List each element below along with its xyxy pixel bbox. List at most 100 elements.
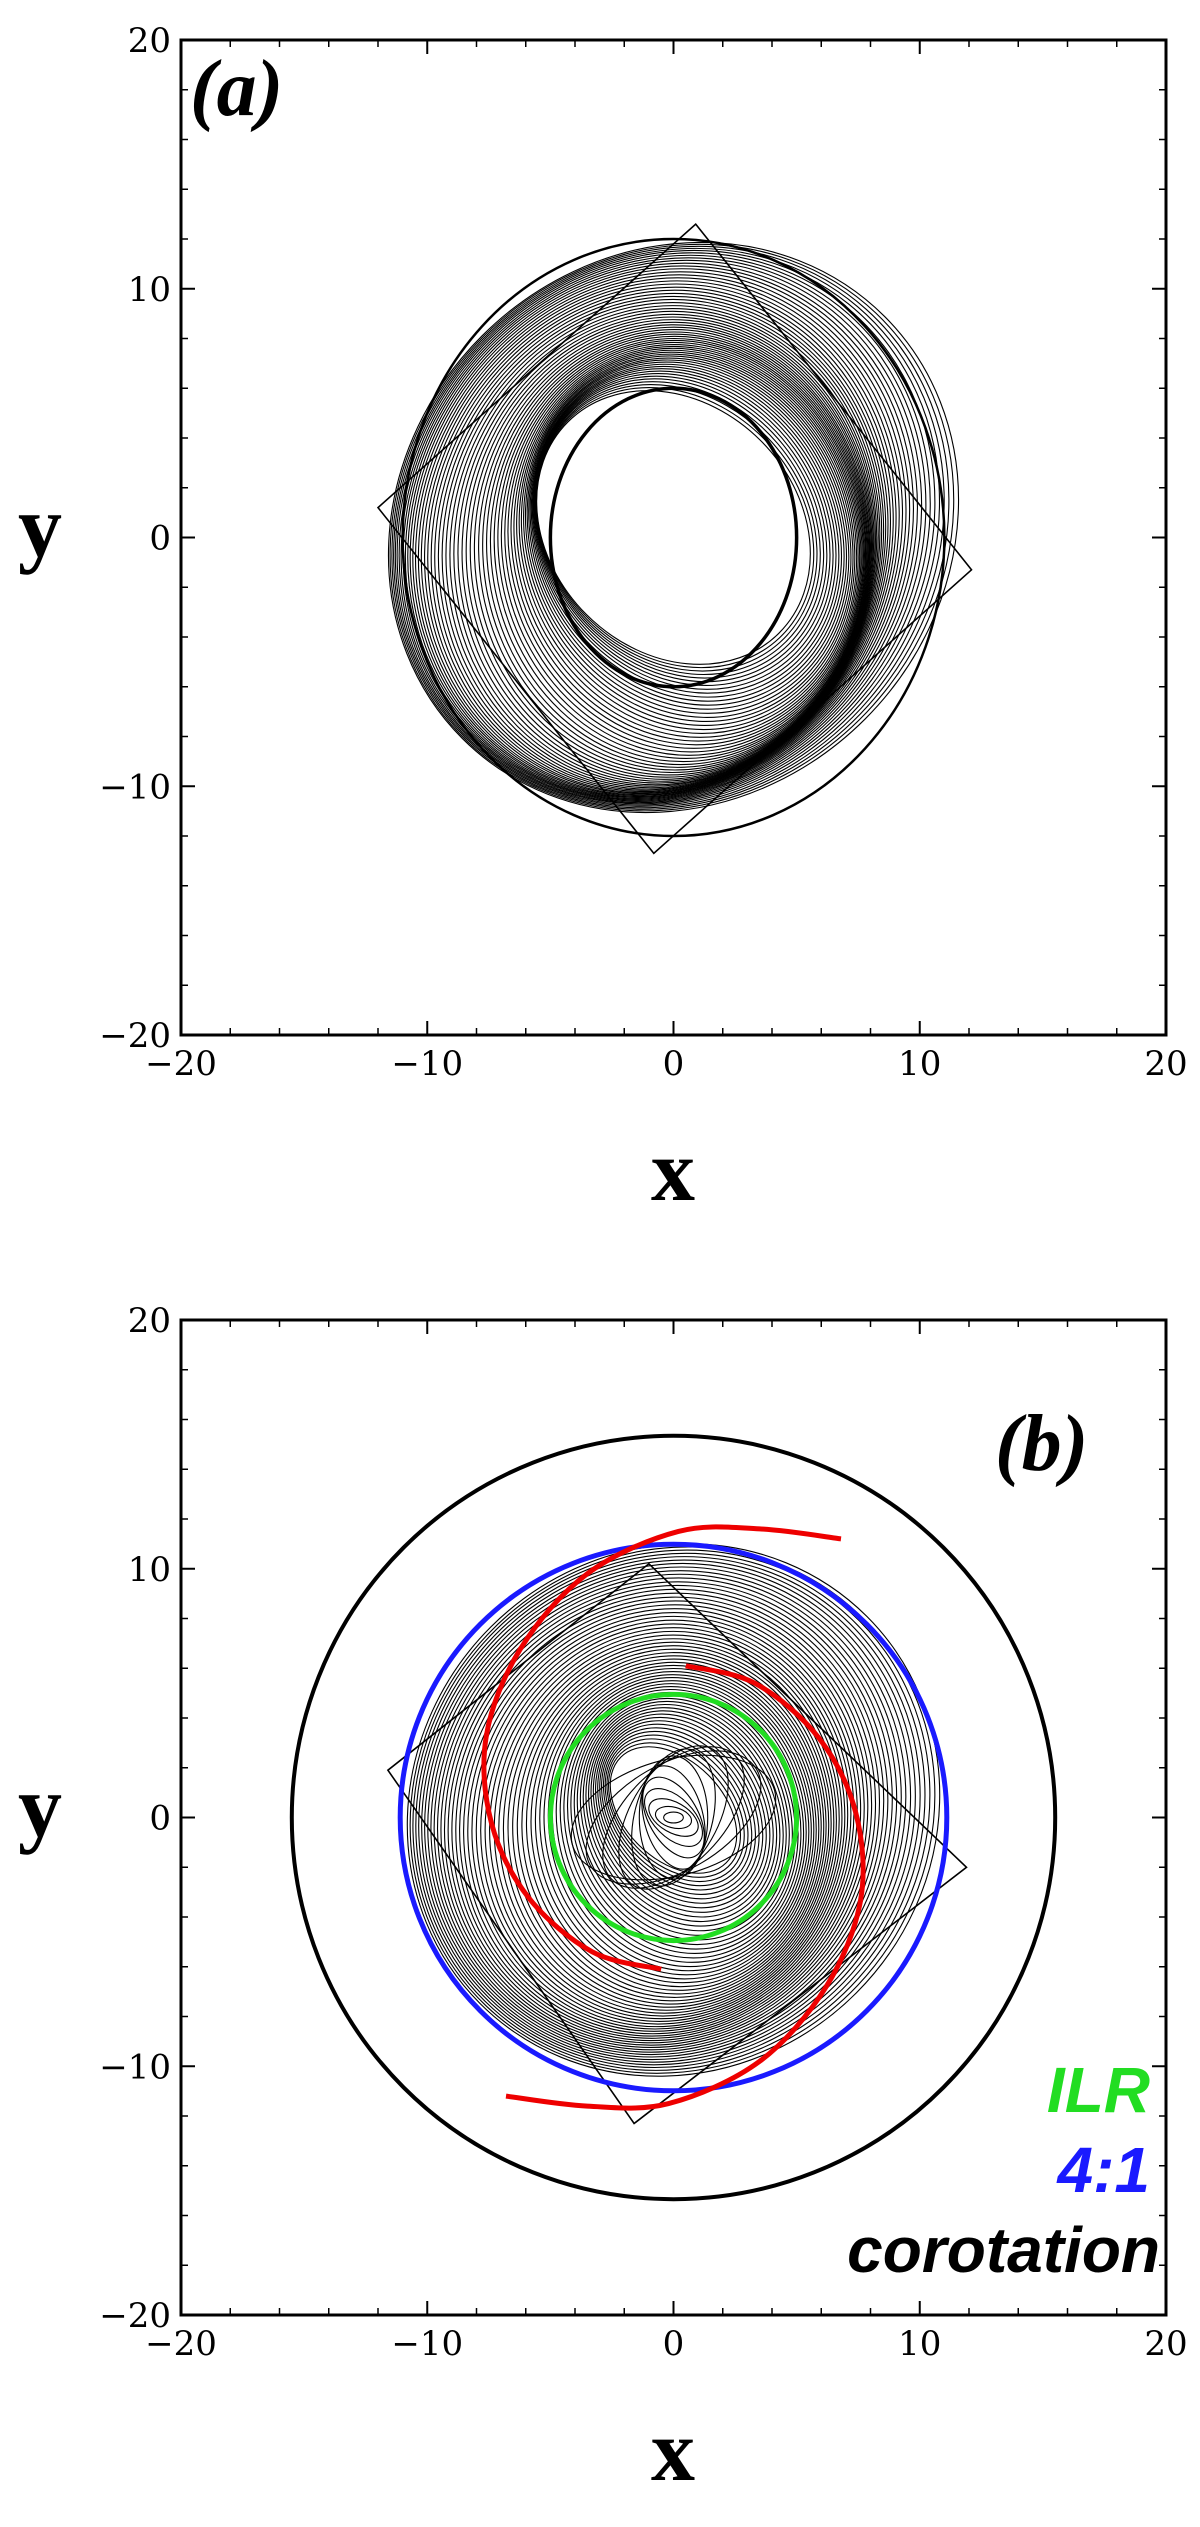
orbit-loop-b-2 (606, 1738, 745, 1883)
resonance-circle-corotation (289, 1433, 1058, 2202)
orbit-loop-b-1 (607, 1742, 742, 1878)
orbit-loop-a-3 (535, 381, 821, 676)
orbit-loop-a-46 (414, 274, 904, 798)
orbit-loop-a-12 (528, 359, 848, 710)
orbit-loop-a-13 (526, 357, 850, 714)
orbit-loop-a-27 (486, 329, 869, 766)
y-tick-label-a-3: 10 (128, 270, 171, 310)
panel-label-b: (b) (995, 1400, 1088, 1488)
orbit-loop-a-16 (520, 351, 856, 726)
orbit-loop-b-20 (559, 1680, 805, 1963)
orbit-loop-b-37 (484, 1623, 849, 2022)
orbit-loop-b-8 (595, 1716, 767, 1909)
orbit-loop-a-56 (393, 247, 945, 809)
legend-ilr: ILR (1047, 2054, 1150, 2126)
orbit-curves-a (376, 222, 973, 855)
x-tick-label-b-2: 0 (663, 2324, 685, 2364)
orbit-loop-b-24 (543, 1667, 815, 1980)
y-tick-label-b-2: 0 (149, 1799, 171, 1839)
x-tick-label-a-0: −20 (145, 1044, 217, 1084)
orbit-loop-a-14 (524, 355, 852, 718)
orbit-loop-b-28 (525, 1655, 825, 1995)
orbit-loop-a-17 (518, 349, 858, 731)
orbit-loop-b-34 (498, 1634, 840, 2014)
orbit-loop-b-30 (516, 1648, 830, 2002)
orbit-loop-a-39 (437, 295, 885, 790)
orbit-loop-b-31 (512, 1645, 832, 2005)
orbit-loop-b-49 (437, 1577, 893, 2051)
x-axis-label-b: x (651, 2403, 695, 2500)
y-tick-label-a-4: 20 (128, 21, 171, 61)
orbit-loop-b-45 (451, 1592, 877, 2042)
panel-label-a: (a) (190, 45, 283, 133)
orbit-loop-a-52 (400, 257, 927, 804)
orbit-loop-a-51 (402, 259, 923, 802)
orbit-loop-b-59 (406, 1543, 941, 2077)
y-axis-label-b: y (18, 1759, 62, 1856)
orbit-loop-a-0 (536, 390, 811, 665)
y-tick-label-b-1: −10 (99, 2047, 171, 2087)
orbit-loop-a-53 (398, 254, 931, 805)
orbit-loop-b-41 (467, 1608, 862, 2032)
orbit-loop-b-17 (570, 1688, 796, 1950)
orbit-loop-a-26 (489, 331, 868, 763)
orbit-loop-a-11 (529, 361, 845, 706)
orbit-loop-a-58 (389, 243, 955, 812)
x-tick-label-b-3: 10 (898, 2324, 941, 2364)
orbit-envelope-square-a (376, 222, 973, 855)
orbit-loop-b-42 (463, 1604, 865, 2035)
orbit-loop-b-21 (555, 1677, 807, 1968)
spiral-arm-1 (505, 1663, 866, 2111)
orbit-loop-b-44 (455, 1596, 873, 2039)
orbit-loop-a-31 (469, 319, 873, 776)
y-tick-label-b-4: 20 (128, 1301, 171, 1341)
orbit-loop-a-49 (407, 265, 914, 800)
center-loop-b-3 (644, 1788, 703, 1847)
orbit-loop-a-42 (427, 286, 892, 794)
orbit-loop-b-29 (521, 1652, 827, 1998)
orbit-loop-b-52 (427, 1566, 907, 2058)
orbit-loop-b-5 (600, 1727, 757, 1895)
orbit-loop-a-57 (391, 245, 950, 810)
orbit-loop-a-50 (404, 262, 918, 801)
center-loop-b-5 (641, 1765, 706, 1870)
orbit-loop-a-23 (500, 337, 865, 753)
center-loop-b-2 (648, 1798, 699, 1837)
orbit-loop-b-56 (415, 1552, 926, 2069)
tick-labels-b: −20 −10 0 10 20 −20 −10 0 10 20 (99, 1301, 1187, 2364)
orbit-loop-a-24 (497, 335, 867, 756)
orbit-loop-a-37 (445, 302, 881, 787)
spiral-arm-2 (481, 1524, 842, 1972)
center-loop-b-6 (638, 1755, 709, 1880)
legend-corotation: corotation (847, 2214, 1160, 2286)
center-loop-b-9 (602, 1746, 745, 1889)
orbit-loop-a-10 (530, 363, 843, 702)
orbit-loop-a-32 (465, 316, 874, 778)
orbit-loop-a-44 (420, 280, 897, 796)
center-loop-b-8 (618, 1745, 729, 1890)
x-axis-label-a: x (651, 1123, 695, 1220)
orbit-loop-b-0 (609, 1746, 738, 1874)
orbit-loop-b-3 (604, 1734, 749, 1887)
orbit-loop-b-51 (430, 1570, 902, 2056)
orbit-loop-a-25 (493, 333, 867, 759)
orbit-loop-b-33 (502, 1638, 837, 2011)
orbit-loop-b-36 (489, 1627, 846, 2020)
orbit-loop-b-27 (530, 1658, 822, 1991)
orbit-loop-a-2 (535, 384, 818, 672)
x-tick-label-b-4: 20 (1144, 2324, 1187, 2364)
orbit-loop-b-53 (424, 1562, 912, 2061)
y-tick-label-a-0: −20 (99, 1016, 171, 1056)
panel-b: −20 −10 0 10 20 −20 −10 0 10 20 (b) x y ILR 4:1 c… (18, 1301, 1188, 2500)
y-tick-label-b-3: 10 (128, 1550, 171, 1590)
panel-a: −20 −10 0 10 20 −20 −10 0 10 20 (a) x y (18, 21, 1188, 1220)
orbit-loop-a-45 (417, 277, 900, 797)
center-loop-b-0 (663, 1811, 684, 1824)
orbit-loop-a-30 (473, 321, 872, 774)
orbit-loop-a-35 (453, 307, 878, 784)
x-tick-label-b-1: −10 (391, 2324, 463, 2364)
orbit-loop-b-50 (433, 1573, 898, 2053)
x-tick-label-a-4: 20 (1144, 1044, 1187, 1084)
orbit-loop-a-29 (478, 324, 871, 771)
x-tick-label-a-3: 10 (898, 1044, 941, 1084)
